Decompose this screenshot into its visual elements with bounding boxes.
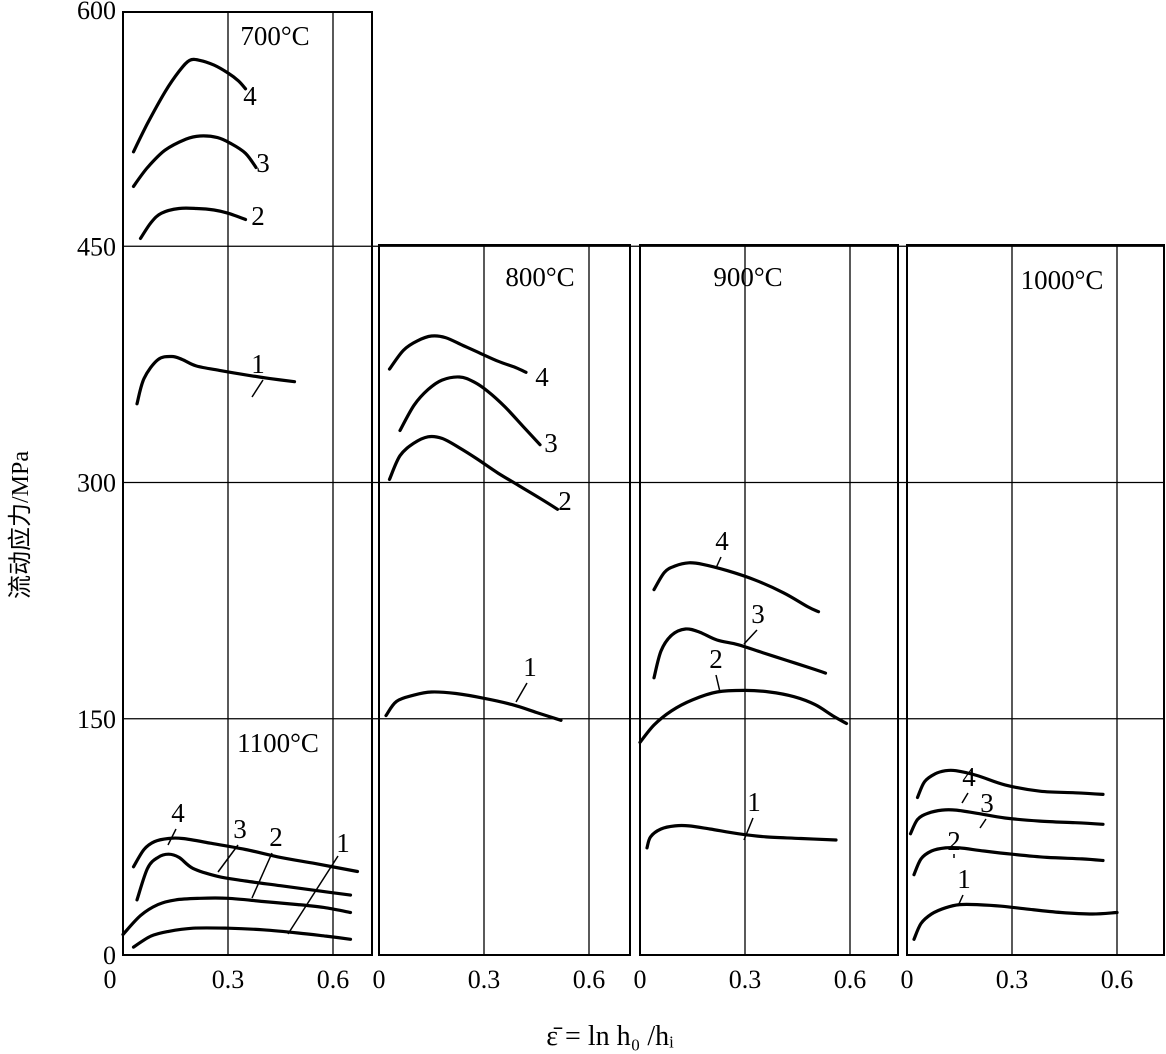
leader-p1000-1 [957,894,964,907]
panel-title-p900: 900°C [713,262,782,292]
series-label-p1100-1: 1 [336,828,350,858]
x-tick-label-col1-0.6: 0.6 [573,965,606,994]
series-label-p700-1: 1 [251,349,265,379]
leader-p1100-2 [251,852,273,899]
series-label-p800-4: 4 [535,362,549,392]
series-label-p700-3: 3 [256,148,270,178]
leader-p1000-4 [961,792,969,804]
series-label-p800-2: 2 [558,486,572,516]
frame-1000 [906,244,1165,956]
curve-p1000-series-1 [912,902,1119,941]
leader-p900-3 [743,629,758,645]
x-tick-label-col3-0.6: 0.6 [1101,965,1134,994]
curve-p900-series-1 [645,823,838,850]
frame-800 [378,244,631,956]
series-label-p900-3: 3 [751,599,765,629]
leader-p900-4 [715,556,722,569]
curve-p1100-series-2 [121,896,353,937]
curve-p900-series-4 [652,561,821,614]
panel-title-p1000: 1000°C [1021,265,1104,295]
x-axis-label: ε̄ = ln h₀ /hᵢ [546,1021,674,1052]
y-tick-label-600: 600 [77,0,116,25]
y-tick-label-300: 300 [77,469,116,498]
curve-p900-series-3 [652,627,828,680]
panel-title-p800: 800°C [505,262,574,292]
x-tick-label-col2-0.6: 0.6 [834,965,867,994]
series-label-p1100-2: 2 [269,822,283,852]
x-tick-label-col1-0: 0 [373,965,386,994]
y-axis-label: 流动应力/MPa [7,451,34,599]
curve-p800-series-1 [384,690,563,722]
x-tick-label-col0-0: 0 [104,965,117,994]
curve-p700-series-4 [131,57,248,154]
series-label-p1000-4: 4 [962,762,976,792]
series-label-p900-1: 1 [747,787,761,817]
tick-layer: 0 150 300 450 600 0 0.3 0.6 0 0.3 0.6 0 0.3 0.6 0 0.3 0.… [77,0,1133,994]
x-tick-label-col2-0: 0 [634,965,647,994]
x-tick-label-col0-0.6: 0.6 [317,965,350,994]
curve-p800-series-3 [398,375,542,447]
frame-700-1100 [122,11,373,956]
frame-900 [639,244,899,956]
curve-p800-series-2 [387,434,560,511]
y-tick-label-0: 0 [103,941,116,970]
series-label-p1100-4: 4 [171,798,185,828]
curve-p1100-series-3 [135,852,353,902]
curve-p800-series-4 [387,334,528,374]
series-label-p800-1: 1 [523,652,537,682]
curve-p1000-series-4 [915,768,1105,800]
series-label-p800-3: 3 [544,428,558,458]
x-tick-label-col3-0.3: 0.3 [996,965,1029,994]
curve-p1000-series-3 [908,808,1105,836]
series-label-p1000-2: 2 [947,826,961,856]
curve-p1100-series-1 [131,926,353,949]
series-label-p1000-1: 1 [957,864,971,894]
x-tick-label-col1-0.3: 0.3 [468,965,501,994]
curve-p700-series-3 [131,134,258,188]
panel-title-p1100: 1100°C [237,728,319,758]
series-label-p900-4: 4 [715,526,729,556]
curve-p700-series-2 [138,206,248,240]
series-label-p1100-3: 3 [233,814,247,844]
curve-p900-series-2 [638,688,849,744]
series-label-p1000-3: 3 [980,788,994,818]
series-label-p700-2: 2 [251,201,265,231]
curve-p700-series-1 [135,354,297,406]
curve-p1100-series-4 [131,836,360,874]
series-label-p900-2: 2 [709,644,723,674]
leader-p900-1 [743,817,754,841]
leader-p1000-3 [979,818,987,829]
leader-p800-1 [515,682,528,703]
x-tick-label-col3-0: 0 [901,965,914,994]
label-layer: 700°C4321800°C4321900°C43211000°C4321110… [167,21,1104,935]
leader-p700-1 [251,379,264,398]
panel-title-p700: 700°C [240,21,309,51]
leader-p1100-3 [217,844,239,873]
grid-layer [122,11,1165,956]
curve-layer [121,57,1119,949]
y-tick-label-150: 150 [77,705,116,734]
leader-p1100-4 [167,828,177,846]
series-label-p700-4: 4 [243,81,257,111]
y-tick-label-450: 450 [77,232,116,261]
leader-p1100-1 [287,855,339,935]
leader-p900-2 [715,674,721,693]
curve-p1000-series-2 [912,845,1105,877]
x-tick-label-col0-0.3: 0.3 [212,965,245,994]
x-tick-label-col2-0.3: 0.3 [729,965,762,994]
